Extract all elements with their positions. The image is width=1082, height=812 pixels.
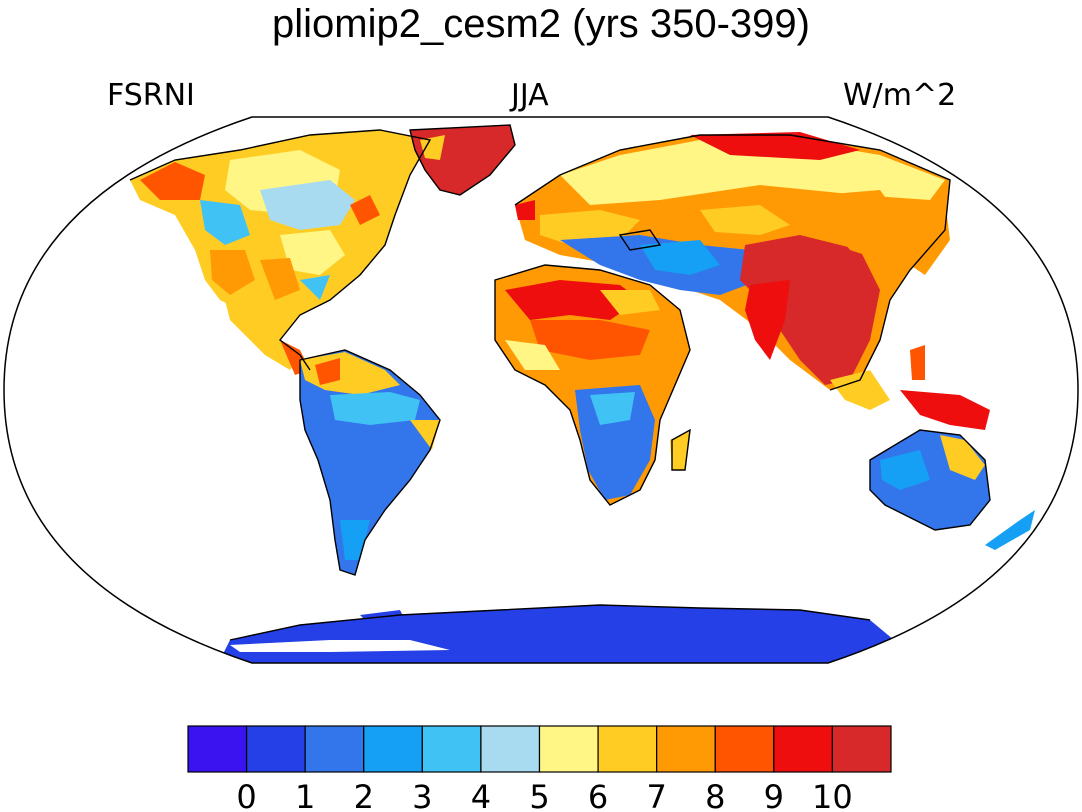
colorbar-tick-label: 8 (705, 778, 725, 812)
colorbar-swatch (245, 725, 306, 773)
greenland (410, 125, 515, 195)
colorbar-tick-label: 0 (236, 778, 256, 812)
coastlines (129, 124, 991, 641)
africa (495, 265, 690, 505)
continents (130, 125, 1035, 663)
colorbar-swatch (421, 725, 482, 773)
colorbar-tick-label: 2 (354, 778, 374, 812)
colorbar-swatch (538, 725, 599, 773)
map-boundary (3, 116, 1079, 664)
colorbar: 0 1 2 3 4 5 6 7 8 9 10 (187, 725, 892, 812)
colorbar-tick-label: 7 (646, 778, 666, 812)
colorbar-swatch (597, 725, 658, 773)
maritime-asia (830, 345, 990, 430)
colorbar-tick-label: 3 (412, 778, 432, 812)
eurasia (515, 132, 950, 390)
colorbar-tick-label: 9 (764, 778, 784, 812)
colorbar-swatch (304, 725, 365, 773)
antarctica (200, 605, 900, 663)
colorbar-tick-label: 10 (812, 778, 853, 812)
colorbar-swatch (480, 725, 541, 773)
colorbar-tick-label: 6 (588, 778, 608, 812)
season-label: JJA (511, 78, 549, 113)
colorbar-swatch (656, 725, 716, 773)
south-america (300, 350, 440, 575)
units-label: W/m^2 (843, 78, 957, 113)
colorbar-swatch (831, 725, 892, 773)
colorbar-swatch (363, 725, 423, 773)
colorbar-swatch (773, 725, 834, 773)
colorbar-tick-label: 5 (529, 778, 549, 812)
new-zealand (985, 510, 1035, 550)
colorbar-tick-label: 4 (471, 778, 491, 812)
australia (870, 430, 990, 530)
variable-label: FSRNI (107, 78, 195, 113)
north-america (130, 130, 430, 375)
colorbar-swatch (187, 725, 248, 773)
map-title: pliomip2_cesm2 (yrs 350-399) (271, 2, 810, 46)
colorbar-tick-label: 1 (295, 778, 315, 812)
colorbar-swatch (714, 725, 775, 773)
